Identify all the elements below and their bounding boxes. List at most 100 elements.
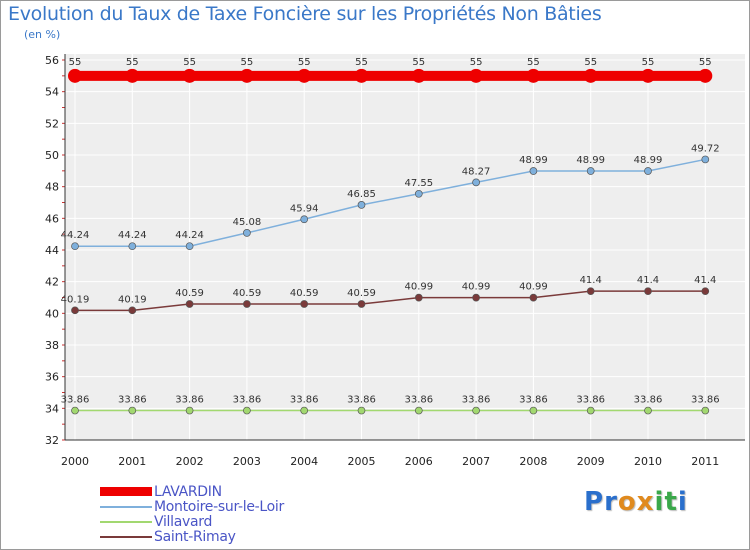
data-point: [185, 242, 194, 251]
data-label: 40.99: [404, 282, 433, 293]
data-point: [68, 68, 82, 83]
x-tick-label: 2002: [176, 455, 204, 468]
data-label: 40.59: [347, 288, 376, 299]
data-label: 55: [412, 57, 425, 68]
data-label: 40.19: [118, 294, 147, 305]
x-tick-label: 2001: [118, 455, 146, 468]
data-point: [586, 167, 595, 175]
data-label: 33.86: [576, 395, 605, 406]
data-point: [472, 293, 480, 302]
chart-title: Evolution du Taux de Taxe Foncière sur l…: [8, 3, 602, 25]
legend-item: LAVARDIN: [100, 484, 284, 500]
y-tick-label: 50: [45, 149, 59, 162]
data-point: [300, 300, 309, 308]
x-tick-label: 2000: [61, 455, 89, 468]
chart-unit-label: (en %): [24, 28, 61, 41]
series-line-3: [75, 290, 706, 312]
data-point: [71, 406, 79, 415]
y-tick-label: 42: [45, 276, 59, 289]
data-label: 45.08: [233, 217, 262, 228]
data-label: 41.4: [694, 275, 716, 286]
y-tick-label: 54: [45, 86, 59, 99]
legend-item: Saint-Rimay: [100, 528, 284, 545]
data-label: 40.59: [290, 288, 319, 299]
data-label: 48.99: [634, 155, 663, 166]
data-label: 48.27: [462, 166, 491, 177]
data-label: 49.72: [691, 143, 720, 154]
legend-swatch: [100, 487, 152, 496]
legend-item: Villavard: [100, 514, 284, 530]
data-label: 33.86: [519, 395, 548, 406]
data-point: [529, 167, 538, 175]
data-label: 33.86: [347, 395, 376, 406]
data-label: 55: [527, 57, 540, 68]
data-point: [243, 406, 251, 415]
x-tick-label: 2004: [290, 455, 318, 468]
data-point: [529, 406, 538, 415]
data-label: 33.86: [634, 395, 663, 406]
data-label: 55: [126, 57, 139, 68]
data-point: [411, 68, 426, 83]
data-point: [469, 68, 484, 83]
data-point: [243, 229, 251, 237]
y-tick-label: 36: [45, 371, 59, 384]
data-point: [586, 287, 595, 296]
data-point: [297, 68, 312, 83]
x-tick-label: 2010: [634, 455, 662, 468]
logo-letter: o: [617, 487, 637, 517]
data-label: 33.86: [290, 395, 319, 406]
data-point: [414, 189, 423, 198]
legend: LAVARDIN Montoire-sur-le-Loir Villavard Sai…: [100, 484, 284, 545]
data-point: [182, 68, 197, 83]
logo-letter: P: [584, 487, 605, 517]
data-label: 33.86: [233, 395, 262, 406]
data-label: 46.85: [347, 189, 376, 200]
data-label: 33.86: [61, 395, 90, 406]
logo-letter: x: [636, 487, 655, 517]
data-point: [526, 68, 541, 83]
data-label: 40.59: [233, 288, 262, 299]
data-point: [185, 406, 194, 415]
data-label: 55: [584, 57, 597, 68]
data-point: [529, 293, 538, 302]
data-point: [472, 178, 480, 187]
data-label: 33.86: [175, 395, 204, 406]
data-point: [701, 406, 710, 415]
data-label: 40.99: [462, 282, 491, 293]
data-point: [128, 242, 137, 251]
data-label: 33.86: [691, 395, 720, 406]
data-point: [472, 406, 480, 415]
data-point: [128, 306, 137, 315]
legend-swatch: [100, 520, 152, 523]
legend-label: Montoire-sur-le-Loir: [154, 498, 284, 515]
data-label: 55: [183, 57, 196, 68]
y-tick-label: 56: [45, 54, 59, 67]
data-point: [239, 68, 254, 83]
data-point: [185, 300, 194, 308]
data-point: [357, 300, 366, 308]
legend-label: Saint-Rimay: [154, 528, 236, 545]
data-label: 44.24: [175, 230, 204, 241]
data-point: [641, 68, 655, 83]
data-point: [300, 215, 309, 224]
data-label: 48.99: [576, 155, 605, 166]
y-tick-label: 40: [45, 307, 59, 320]
logo-letter: i: [677, 487, 688, 517]
y-tick-label: 38: [45, 339, 59, 352]
legend-swatch: [100, 535, 152, 538]
data-point: [71, 306, 79, 315]
y-tick-label: 52: [45, 117, 59, 130]
legend-swatch: [100, 505, 152, 508]
data-label: 44.24: [61, 230, 90, 241]
x-tick-label: 2007: [462, 455, 490, 468]
x-tick-label: 2009: [577, 455, 605, 468]
plot-area: [65, 54, 745, 440]
data-label: 45.94: [290, 203, 319, 214]
data-point: [243, 300, 251, 308]
x-tick-label: 2005: [348, 455, 376, 468]
data-point: [357, 406, 366, 415]
data-label: 41.4: [637, 275, 659, 286]
data-label: 41.4: [580, 275, 602, 286]
data-label: 55: [699, 57, 712, 68]
